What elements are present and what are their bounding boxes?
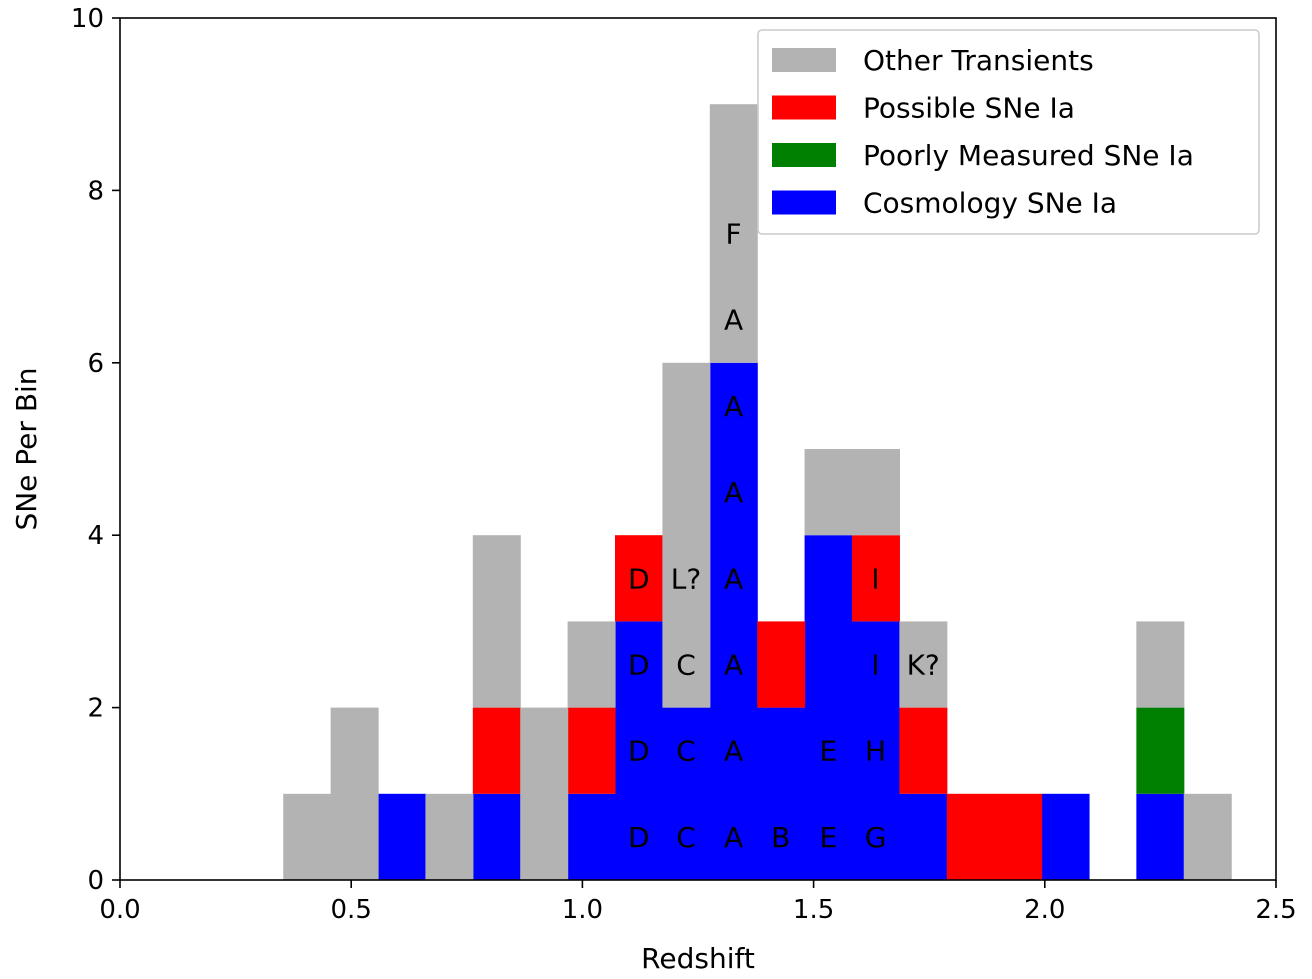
cell-annotation: A [724,735,743,768]
cell-annotation: A [724,390,743,423]
legend-swatch [772,143,836,167]
legend-label: Cosmology SNe Ia [863,187,1117,220]
x-axis-ticks: 0.0 0.5 1.0 1.5 2.0 2.5 [99,880,1297,925]
cell-annotation: I [871,649,879,682]
plot-frame [119,17,1277,881]
bar-possible-sne-ia-bin-10 [757,621,806,708]
y-tick-label: 4 [87,521,104,551]
bar-cosmology-sne-ia-bin-8 [662,707,711,880]
bar-other-transients-bin-6 [567,621,616,708]
cell-annotation: C [676,821,696,854]
y-tick-label: 10 [71,4,104,34]
bar-other-transients-bin-8 [662,362,711,708]
bar-cosmology-sne-ia-bin-6 [567,793,616,880]
bar-cosmology-sne-ia-bin-12 [851,621,900,880]
bar-possible-sne-ia-bin-7 [615,535,663,622]
cell-annotation: I [871,562,879,595]
cell-annotation: C [676,735,696,768]
bar-possible-sne-ia-bin-13 [899,707,948,794]
bar-other-transients-bin-9 [709,104,758,363]
bar-possible-sne-ia-bin-6 [567,707,616,794]
legend-label: Other Transients [863,44,1094,77]
legend-swatch [772,190,836,215]
cell-annotation: A [724,476,743,509]
bar-cosmology-sne-ia-bin-4 [472,793,521,880]
bar-other-transients-bin-11 [804,449,853,536]
bar-cosmology-sne-ia-bin-9 [709,362,758,880]
legend-swatch [772,95,836,120]
cell-annotation: D [628,735,650,768]
bar-possible-sne-ia-bin-4 [472,707,521,794]
cell-annotation: B [771,821,790,854]
cell-annotation: L? [671,562,701,595]
cell-annotation: H [865,735,886,768]
cell-annotation: D [628,562,650,595]
y-tick-label: 2 [87,694,104,724]
bar-other-transients-bin-0 [283,793,332,880]
y-axis-label: SNe Per Bin [10,367,43,530]
y-tick-label: 6 [87,349,104,379]
x-tick-label: 0.5 [331,895,372,925]
bar-poorly-measured-sne-ia-bin-18 [1136,707,1185,794]
bar-possible-sne-ia-bin-14 [946,793,995,880]
cell-annotation: A [724,649,743,682]
bar-possible-sne-ia-bin-12 [851,535,900,622]
bar-cosmology-sne-ia-bin-2 [378,793,427,880]
bar-other-transients-bin-4 [472,535,521,708]
bar-other-transients-bin-13 [899,621,948,708]
bar-other-transients-bin-18 [1136,621,1185,708]
y-tick-label: 0 [87,866,104,896]
y-tick-label: 8 [87,176,104,206]
cell-annotation: F [726,218,742,251]
cell-annotation: A [724,821,743,854]
legend: Other Transients Possible SNe Ia Poorly Me… [757,29,1260,235]
bar-cosmology-sne-ia-bin-18 [1136,793,1185,880]
bar-other-transients-bin-5 [520,707,569,880]
cell-annotation: E [820,735,838,768]
cell-annotation: G [865,821,887,854]
bar-cosmology-sne-ia-bin-7 [615,621,663,880]
y-axis-ticks: 0 2 4 6 8 10 [71,4,120,896]
bar-cosmology-sne-ia-bin-10 [757,707,806,880]
x-tick-label: 1.5 [793,895,834,925]
bar-cosmology-sne-ia-bin-11 [804,535,853,880]
bar-other-transients-bin-1 [330,707,379,880]
legend-label: Poorly Measured SNe Ia [863,139,1194,172]
cell-annotation: A [724,562,743,595]
bar-cosmology-sne-ia-bin-16 [1041,793,1090,880]
cell-annotation: E [820,821,838,854]
x-tick-label: 1.0 [562,895,603,925]
bar-other-transients-bin-12 [851,449,900,536]
x-tick-label: 2.5 [1255,895,1296,925]
histogram-bars [283,104,1232,880]
x-axis-label: Redshift [641,942,755,974]
x-tick-label: 2.0 [1024,895,1065,925]
bar-cosmology-sne-ia-bin-13 [899,793,948,880]
legend-label: Possible SNe Ia [863,92,1075,125]
cell-annotation: K? [907,649,940,682]
legend-frame [757,29,1260,235]
bar-possible-sne-ia-bin-15 [994,793,1043,880]
legend-swatch [772,48,836,72]
cell-annotation: D [628,649,650,682]
cell-annotation: C [676,649,696,682]
cell-annotation: D [628,821,650,854]
cell-annotation: A [724,304,743,337]
x-tick-label: 0.0 [99,895,140,925]
bar-other-transients-bin-3 [425,793,474,880]
bar-other-transients-bin-19 [1183,793,1232,880]
